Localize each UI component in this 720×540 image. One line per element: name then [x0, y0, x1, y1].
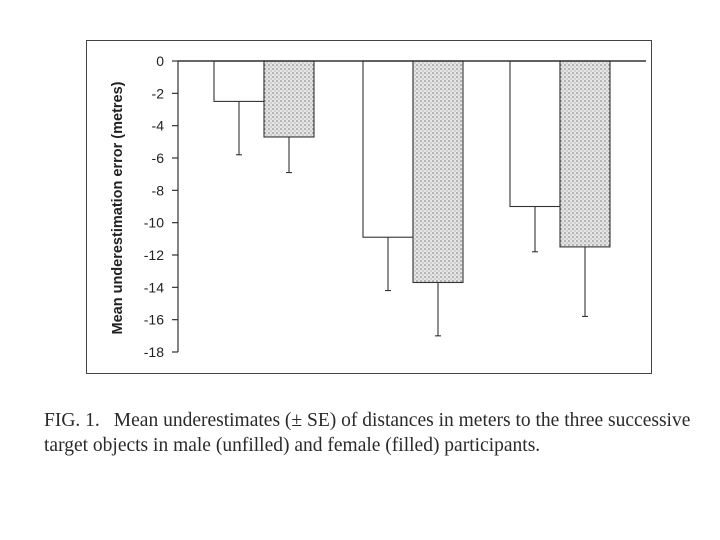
figure-caption: FIG. 1. Mean underestimates (± SE) of dis…	[44, 408, 704, 458]
bar-female	[263, 60, 315, 138]
y-tick-label: -8	[152, 182, 165, 198]
caption-text: Mean underestimates (± SE) of distances …	[44, 410, 691, 456]
y-tick-label: -6	[152, 150, 165, 166]
figure-frame	[86, 40, 652, 374]
bar-male	[509, 60, 561, 208]
y-tick-label: -2	[152, 85, 165, 101]
y-tick-label: -10	[144, 215, 164, 231]
bar-male	[362, 60, 414, 238]
y-tick-label: -4	[152, 118, 165, 134]
y-tick-label: 0	[156, 53, 164, 69]
bar-female	[559, 60, 611, 248]
bar-male	[213, 60, 265, 102]
y-tick-label: -12	[144, 247, 164, 263]
y-tick-label: -18	[144, 344, 164, 360]
y-tick-label: -14	[144, 279, 164, 295]
caption-label: FIG. 1.	[44, 410, 100, 431]
bar-female	[412, 60, 464, 284]
y-tick-label: -16	[144, 312, 164, 328]
y-axis-label: Mean underestimation error (metres)	[110, 81, 126, 334]
